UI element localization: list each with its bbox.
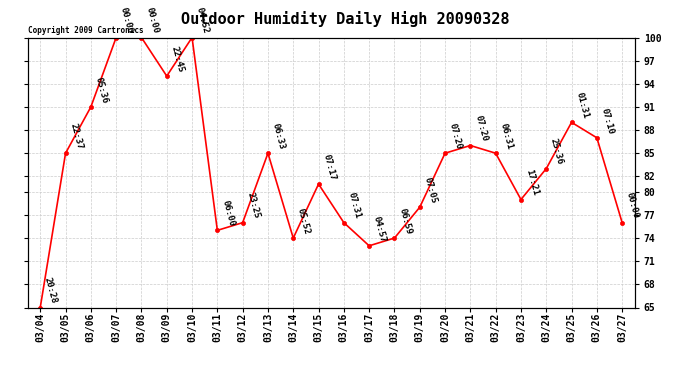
Text: 04:57: 04:57 <box>372 215 388 243</box>
Text: 17:21: 17:21 <box>524 168 540 197</box>
Text: 22:37: 22:37 <box>68 122 84 150</box>
Text: 00:00: 00:00 <box>119 6 135 35</box>
Text: 06:00: 06:00 <box>220 199 236 228</box>
Text: 07:20: 07:20 <box>448 122 464 150</box>
Text: 01:31: 01:31 <box>574 91 590 120</box>
Text: 06:59: 06:59 <box>397 207 413 235</box>
Text: 00:00: 00:00 <box>625 192 640 220</box>
Text: Copyright 2009 Cartronics: Copyright 2009 Cartronics <box>28 26 144 35</box>
Text: 23:25: 23:25 <box>246 192 261 220</box>
Text: 07:17: 07:17 <box>322 153 337 181</box>
Text: 07:05: 07:05 <box>422 176 438 204</box>
Text: 00:00: 00:00 <box>144 6 160 35</box>
Text: 04:52: 04:52 <box>195 6 210 35</box>
Text: 07:20: 07:20 <box>473 114 489 143</box>
Text: 06:33: 06:33 <box>270 122 286 150</box>
Text: 07:31: 07:31 <box>346 192 362 220</box>
Text: 22:45: 22:45 <box>170 45 185 73</box>
Text: 06:31: 06:31 <box>498 122 514 150</box>
Text: 20:28: 20:28 <box>43 276 59 305</box>
Text: 25:36: 25:36 <box>549 138 564 166</box>
Text: 07:10: 07:10 <box>600 107 615 135</box>
Text: Outdoor Humidity Daily High 20090328: Outdoor Humidity Daily High 20090328 <box>181 11 509 27</box>
Text: 05:52: 05:52 <box>296 207 312 235</box>
Text: 05:36: 05:36 <box>94 76 109 104</box>
